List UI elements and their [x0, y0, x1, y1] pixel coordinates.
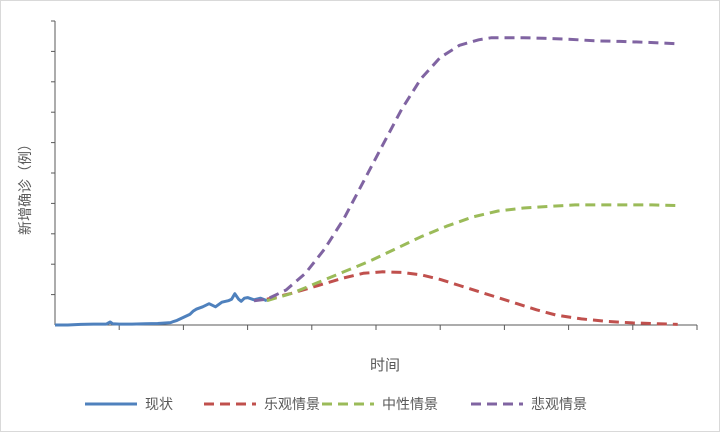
- x-axis-label: 时间: [370, 356, 400, 374]
- legend: 现状 乐观情景 中性情景 悲观情景: [85, 396, 587, 413]
- series-line-3: [266, 203, 678, 303]
- series-line-4: [253, 36, 678, 303]
- y-axis-label: 新增确诊（例）: [18, 137, 34, 235]
- series-line-1: [55, 292, 268, 327]
- series-layer: [55, 36, 678, 327]
- legend-label-2: 乐观情景: [264, 397, 320, 413]
- series-line-2: [266, 270, 678, 326]
- legend-label-3: 中性情景: [382, 397, 438, 413]
- axes: [51, 20, 698, 330]
- legend-label-4: 悲观情景: [531, 396, 587, 413]
- legend-label-1: 现状: [145, 397, 173, 413]
